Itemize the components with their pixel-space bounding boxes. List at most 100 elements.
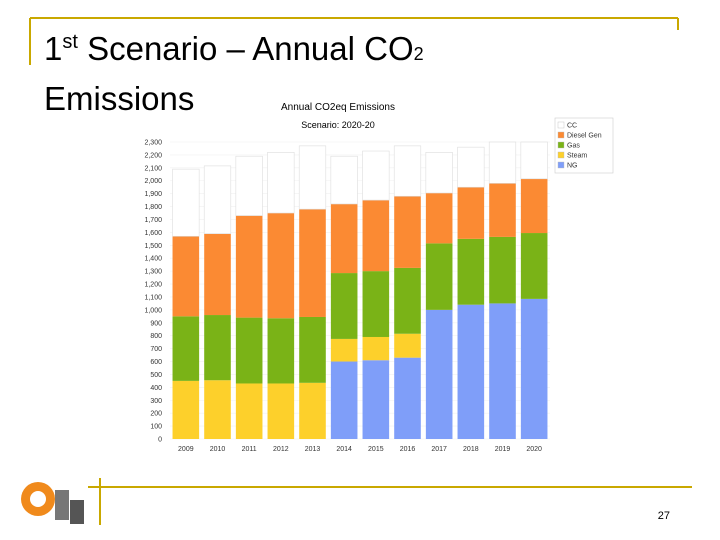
bar-segment [425, 243, 453, 310]
legend-swatch [557, 121, 565, 129]
legend-label: NG [567, 163, 578, 170]
bar-segment [489, 183, 516, 237]
bar-segment [330, 338, 358, 362]
bar-segment [362, 360, 390, 439]
x-tick-label: 2016 [400, 446, 416, 453]
legend-swatch [557, 151, 565, 159]
y-tick-label: 500 [150, 372, 162, 379]
title-superscript: st [62, 31, 78, 53]
x-tick-label: 2009 [178, 446, 194, 453]
y-tick-label: 1,300 [144, 269, 162, 276]
x-tick-label: 2011 [242, 446, 257, 453]
bar-segment [362, 200, 390, 272]
bar-segment [457, 187, 485, 239]
y-tick-label: 2,000 [144, 178, 162, 185]
y-tick-label: 1,200 [144, 282, 162, 289]
y-tick-label: 0 [158, 437, 162, 444]
bar-segment [393, 145, 422, 197]
x-tick-label: 2014 [336, 446, 352, 453]
bar-segment [172, 236, 200, 317]
bar-segment [362, 336, 390, 361]
bar-segment [204, 233, 231, 316]
y-tick-label: 2,200 [144, 152, 162, 159]
bar-segment [457, 146, 485, 188]
bar-segment [172, 380, 200, 439]
chart-title: Annual CO2eq Emissions [281, 102, 395, 113]
chart-subtitle: Scenario: 2020-20 [301, 120, 375, 130]
bar-segment [204, 380, 231, 439]
legend-label: Gas [567, 143, 580, 150]
bar-segment [330, 361, 358, 439]
x-tick-label: 2010 [210, 446, 226, 453]
bar-segment [520, 141, 548, 180]
legend-label: Diesel Gen [567, 133, 602, 140]
bar-segment [204, 315, 231, 381]
x-tick-label: 2013 [305, 446, 321, 453]
y-tick-label: 1,500 [144, 243, 162, 250]
bar-segment [394, 333, 421, 358]
y-tick-label: 1,400 [144, 256, 162, 263]
bar-segment [330, 203, 358, 274]
bar-segment [267, 383, 295, 439]
bar-segment [488, 141, 517, 184]
bar-segment [172, 168, 200, 237]
bar-segment [267, 213, 295, 319]
y-tick-label: 800 [150, 333, 162, 340]
bar-segment [394, 196, 421, 268]
bar-segment [267, 318, 295, 384]
bar-segment [362, 150, 390, 201]
chart: 0 100 200 300 400 500 600 700 800 900 1,000 1,100 1,… [144, 117, 614, 453]
bar-segment [362, 271, 390, 337]
y-tick-label: 2,100 [144, 165, 162, 172]
bar-segment [520, 178, 548, 234]
bar-segment [172, 316, 200, 381]
bar-segment [299, 316, 326, 383]
y-tick-label: 1,600 [144, 230, 162, 237]
legend-swatch [557, 141, 565, 149]
bar-segment [235, 383, 263, 439]
bar-segment [489, 236, 516, 304]
x-tick-label: 2015 [368, 446, 384, 453]
y-tick-label: 1,100 [144, 294, 162, 301]
y-tick-label: 400 [150, 385, 162, 392]
x-tick-label: 2018 [463, 446, 479, 453]
legend-swatch [557, 161, 565, 169]
y-tick-label: 1,900 [144, 191, 162, 198]
bar-segment [235, 215, 263, 318]
bar-segment [489, 303, 516, 439]
y-tick-label: 900 [150, 320, 162, 327]
y-tick-label: 600 [150, 359, 162, 366]
x-tick-label: 2020 [526, 446, 542, 453]
y-tick-label: 1,800 [144, 204, 162, 211]
bar-segment [457, 304, 485, 439]
bar-segment [457, 238, 485, 305]
bar-segment [330, 155, 358, 205]
bar-segment [394, 357, 421, 439]
bar-segment [425, 152, 453, 194]
legend-label: Steam [567, 153, 587, 160]
y-tick-label: 2,300 [144, 140, 162, 147]
bar-segment [425, 193, 453, 244]
x-tick-label: 2019 [495, 446, 511, 453]
title-part: Emissions [44, 80, 194, 117]
x-tick-label: 2012 [273, 446, 289, 453]
x-tick-label: 2017 [431, 446, 447, 453]
bar-segment [267, 152, 295, 214]
legend-swatch [557, 131, 565, 139]
bar-segment [299, 209, 326, 317]
y-tick-label: 1,700 [144, 217, 162, 224]
bar-segment [425, 309, 453, 439]
legend-box [554, 117, 614, 174]
y-tick-label: 700 [150, 346, 162, 353]
bar-segment [235, 317, 263, 384]
bar-segment [235, 155, 263, 216]
logo [21, 482, 84, 524]
y-tick-label: 100 [150, 424, 162, 431]
y-tick-label: 1,000 [144, 307, 162, 314]
bar-segment [520, 233, 548, 299]
bar-segment [394, 267, 421, 334]
bar-segment [299, 382, 326, 439]
title-part: Scenario – Annual CO [78, 30, 414, 67]
bar-segment [203, 165, 232, 234]
